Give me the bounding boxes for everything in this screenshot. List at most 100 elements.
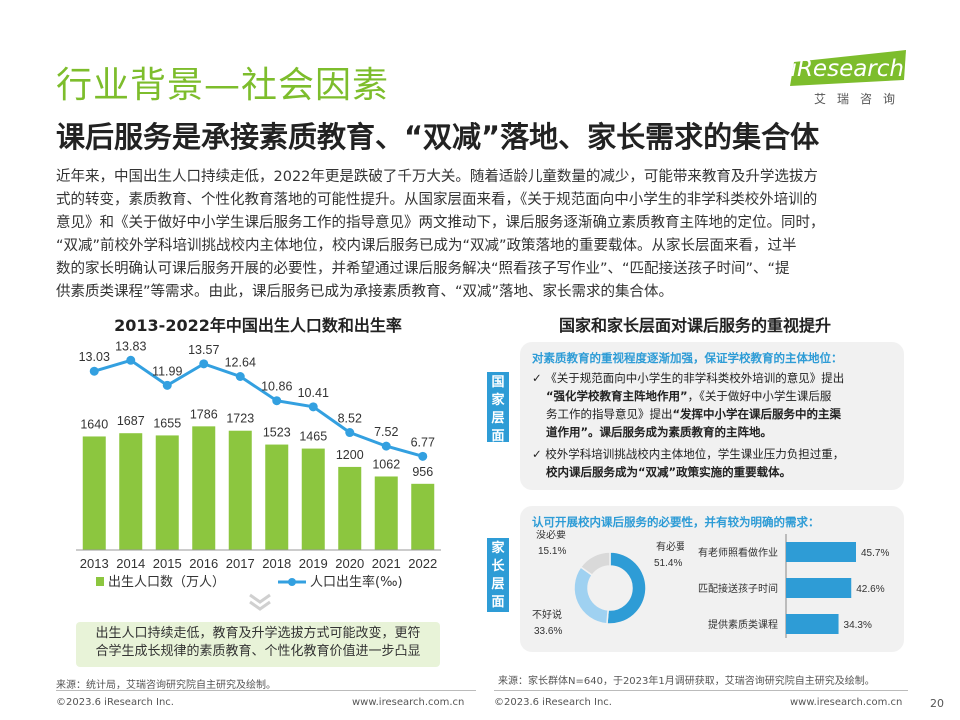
slice-label: 有必要 xyxy=(656,540,684,553)
birth-rate-line xyxy=(93,358,424,458)
rate-value-label: 8.52 xyxy=(338,412,362,426)
bar-value-label: 1523 xyxy=(263,426,291,440)
bullet-line: 校内课后服务成为“双减”政策实施的重要载体。 xyxy=(532,463,844,481)
x-tick-label: 2021 xyxy=(372,556,401,571)
parent-level-tag: 家长层面 xyxy=(487,538,509,612)
bullet-line: ✓ 校外学科培训挑战校内主体地位，学生课业压力负担过重， xyxy=(532,447,845,461)
rate-value-label: 13.03 xyxy=(79,350,110,364)
bullet-bold: “强化学校教育主阵地作用” xyxy=(546,389,688,403)
birth-chart: 1640 2013 1687 2014 1655 2015 1786 2016 1723 2017… xyxy=(76,339,441,590)
note-line: 出生人口持续走低，教育及升学选拔方式可能改变，更符 xyxy=(95,626,421,641)
rate-value-label: 10.41 xyxy=(298,386,329,400)
rate-value-label: 10.86 xyxy=(261,380,292,394)
x-tick-label: 2022 xyxy=(408,556,437,571)
tag-label: 家长层面 xyxy=(491,541,505,610)
bar-value-label: 1200 xyxy=(336,448,364,462)
bar-value-label: 34.3% xyxy=(844,620,872,631)
bar-value-label: 42.6% xyxy=(856,584,884,595)
bar-value-label: 956 xyxy=(412,465,433,479)
x-tick-label: 2015 xyxy=(153,556,182,571)
paragraph-line: 意见》和《关于做好中小学生课后服务工作的指导意见》两文推动下，课后服务逐渐确立素… xyxy=(56,215,825,231)
donut-slice-0 xyxy=(606,551,647,625)
logo-text: iResearch xyxy=(790,56,904,82)
bar-value-label: 1640 xyxy=(80,417,108,431)
rate-point-2021 xyxy=(381,441,391,451)
bar-value-label: 1687 xyxy=(117,414,145,428)
slice-label: 没必要 xyxy=(536,530,566,541)
left-chart-title: 2013-2022年中国出生人口数和出生率 xyxy=(114,316,402,335)
rate-point-2016 xyxy=(199,359,209,369)
rate-point-2014 xyxy=(126,355,136,365)
rate-value-label: 11.99 xyxy=(152,364,182,378)
bullet-text: 务工作的指导意见》提出 xyxy=(546,407,673,421)
right-source: 来源：家长群体N=640，于2023年1月调研获取，艾瑞咨询研究院自主研究及绘制… xyxy=(498,676,875,687)
rate-value-label: 7.52 xyxy=(374,425,398,439)
national-bullet-2: ✓ 校外学科培训挑战校内主体地位，学生课业压力负担过重， 校内课后服务成为“双减… xyxy=(532,445,844,481)
note-line: 合学生成长规律的素质教育、个性化教育价值进一步凸显 xyxy=(95,644,421,659)
footer-divider xyxy=(56,690,476,691)
rate-value-label: 13.83 xyxy=(115,339,146,353)
tag-label: 国家层面 xyxy=(491,375,505,444)
footer-url[interactable]: www.iresearch.com.cn xyxy=(790,697,903,708)
bar-birth-2018 xyxy=(265,444,289,550)
necessity-donut-chart: 有必要 51.4% 不好说 33.6% 没必要 15.1% xyxy=(532,530,684,637)
need-bar-1 xyxy=(786,578,852,598)
bar-value-label: 1786 xyxy=(190,407,218,421)
chevron-down-icon xyxy=(249,593,271,611)
bar-birth-2017 xyxy=(228,430,252,550)
rate-point-2015 xyxy=(162,380,172,390)
parent-heading: 认可开展校内课后服务的必要性，并有较为明确的需求： xyxy=(532,515,820,529)
bar-value-label: 1465 xyxy=(299,430,327,444)
page-title: 行业背景—社会因素 xyxy=(56,65,390,106)
need-bar-2 xyxy=(786,614,839,634)
logo-subtext: 艾瑞咨询 xyxy=(813,92,906,106)
rate-point-2022 xyxy=(418,451,428,461)
legend-bar-swatch xyxy=(96,577,104,586)
bar-birth-2016 xyxy=(192,426,216,550)
bar-category-label: 提供素质类课程 xyxy=(708,618,778,631)
x-tick-label: 2017 xyxy=(226,556,255,571)
bullet-line: “强化学校教育主阵地作用”，《关于做好中小学生课后服 xyxy=(532,387,844,405)
bar-birth-2013 xyxy=(82,436,106,550)
rate-point-2019 xyxy=(308,402,318,412)
right-panel-title: 国家和家长层面对课后服务的重视提升 xyxy=(558,316,831,335)
bullet-line: 务工作的指导意见》提出“发挥中小学在课后服务中的主渠 xyxy=(532,405,844,423)
paragraph-line: 式的转变，素质教育、个性化教育落地的可能性提升。从国家层面来看，《关于规范面向中… xyxy=(56,192,818,208)
logo-banner-icon xyxy=(790,50,906,86)
bar-value-label: 1655 xyxy=(153,416,181,430)
paragraph-line: “双减”前校外学科培训挑战校内主体地位，校内课后服务已成为“双减”政策落地的重要… xyxy=(56,238,797,254)
left-source: 来源：统计局，艾瑞咨询研究院自主研究及绘制。 xyxy=(56,680,276,691)
page-number: 20 xyxy=(930,697,944,710)
rate-value-label: 12.64 xyxy=(225,355,256,369)
national-heading: 对素质教育的重视程度逐渐加强，保证学校教育的主体地位： xyxy=(532,351,843,365)
footer-url[interactable]: www.iresearch.com.cn xyxy=(352,697,465,708)
bar-value-label: 1723 xyxy=(226,412,254,426)
bar-value-label: 45.7% xyxy=(861,548,889,559)
donut-slice-2 xyxy=(579,551,611,577)
needs-bar-chart: 有老师照看做作业 45.7% 匹配接送孩子时间 42.6% 提供素质类课程 34.3% xyxy=(698,534,889,638)
legend-bar-label: 出生人口数（万人） xyxy=(108,575,225,590)
rate-point-2020 xyxy=(345,428,355,438)
paragraph-line: 近年来，中国出生人口持续走低，2022年更是跌破了千万大关。随着适龄儿童数量的减… xyxy=(56,169,818,185)
x-tick-label: 2018 xyxy=(262,556,291,571)
footer-copyright: ©2023.6 iResearch Inc. xyxy=(56,697,174,708)
bar-birth-2020 xyxy=(338,466,362,550)
bar-birth-2014 xyxy=(119,433,143,550)
national-level-tag: 国家层面 xyxy=(487,372,509,444)
donut-slice-1 xyxy=(573,565,609,625)
slice-value-label: 33.6% xyxy=(534,626,562,637)
x-tick-label: 2020 xyxy=(335,556,364,571)
bar-category-label: 匹配接送孩子时间 xyxy=(698,582,778,595)
bullet-line: ✓ 《关于规范面向中小学生的非学科类校外培训的意见》提出 xyxy=(532,371,845,385)
rate-point-2017 xyxy=(235,371,245,381)
rate-value-label: 13.57 xyxy=(188,343,219,357)
footer-divider xyxy=(494,690,908,691)
x-tick-label: 2019 xyxy=(299,556,328,571)
page-subtitle: 课后服务是承接素质教育、“双减”落地、家长需求的集合体 xyxy=(56,120,820,154)
iresearch-logo: iResearch 艾瑞咨询 xyxy=(778,46,910,110)
bullet-bold: 道作用”。课后服务成为素质教育的主阵地。 xyxy=(546,425,773,439)
need-bar-0 xyxy=(786,542,856,562)
slice-label: 不好说 xyxy=(532,608,562,621)
bar-category-label: 有老师照看做作业 xyxy=(698,546,778,559)
bullet-bold: 校内课后服务成为“双减”政策实施的重要载体。 xyxy=(546,465,792,479)
